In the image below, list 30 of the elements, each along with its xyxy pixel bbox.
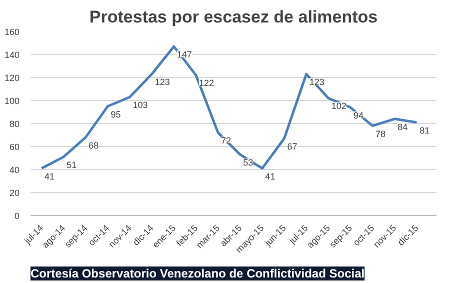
y-tick-label: 0 xyxy=(14,211,20,221)
data-label: 41 xyxy=(265,171,276,182)
data-label: 102 xyxy=(331,101,346,112)
data-label: 41 xyxy=(44,171,55,182)
text: Cortesía Observatorio Venezolano de Conflictividad Social xyxy=(30,266,365,280)
y-tick-label: 160 xyxy=(4,27,20,37)
data-label: 123 xyxy=(154,77,170,88)
data-label: 147 xyxy=(176,49,192,60)
y-tick-label: 20 xyxy=(9,188,20,198)
chart-title: Protestas por escasez de alimentos xyxy=(89,8,378,26)
data-label: 53 xyxy=(243,158,254,168)
data-label: 78 xyxy=(376,128,386,139)
data-label: 103 xyxy=(132,100,148,110)
data-label: 51 xyxy=(66,160,77,170)
data-label: 95 xyxy=(110,109,121,120)
data-label: 84 xyxy=(398,122,408,132)
line-series xyxy=(40,45,418,170)
data-label: 68 xyxy=(88,140,99,150)
data-label: 67 xyxy=(287,141,298,152)
y-tick-label: 60 xyxy=(9,142,20,152)
y-tick-label: 140 xyxy=(4,50,20,60)
y-tick-label: 80 xyxy=(9,119,20,129)
data-label: 72 xyxy=(221,136,232,146)
data-label: 122 xyxy=(198,78,214,88)
data-label: 81 xyxy=(420,125,430,136)
y-tick-label: 120 xyxy=(4,73,20,83)
data-label: 123 xyxy=(309,77,324,88)
data-label: 94 xyxy=(353,110,364,120)
y-tick-label: 100 xyxy=(4,96,20,106)
y-tick-label: 40 xyxy=(9,165,20,175)
